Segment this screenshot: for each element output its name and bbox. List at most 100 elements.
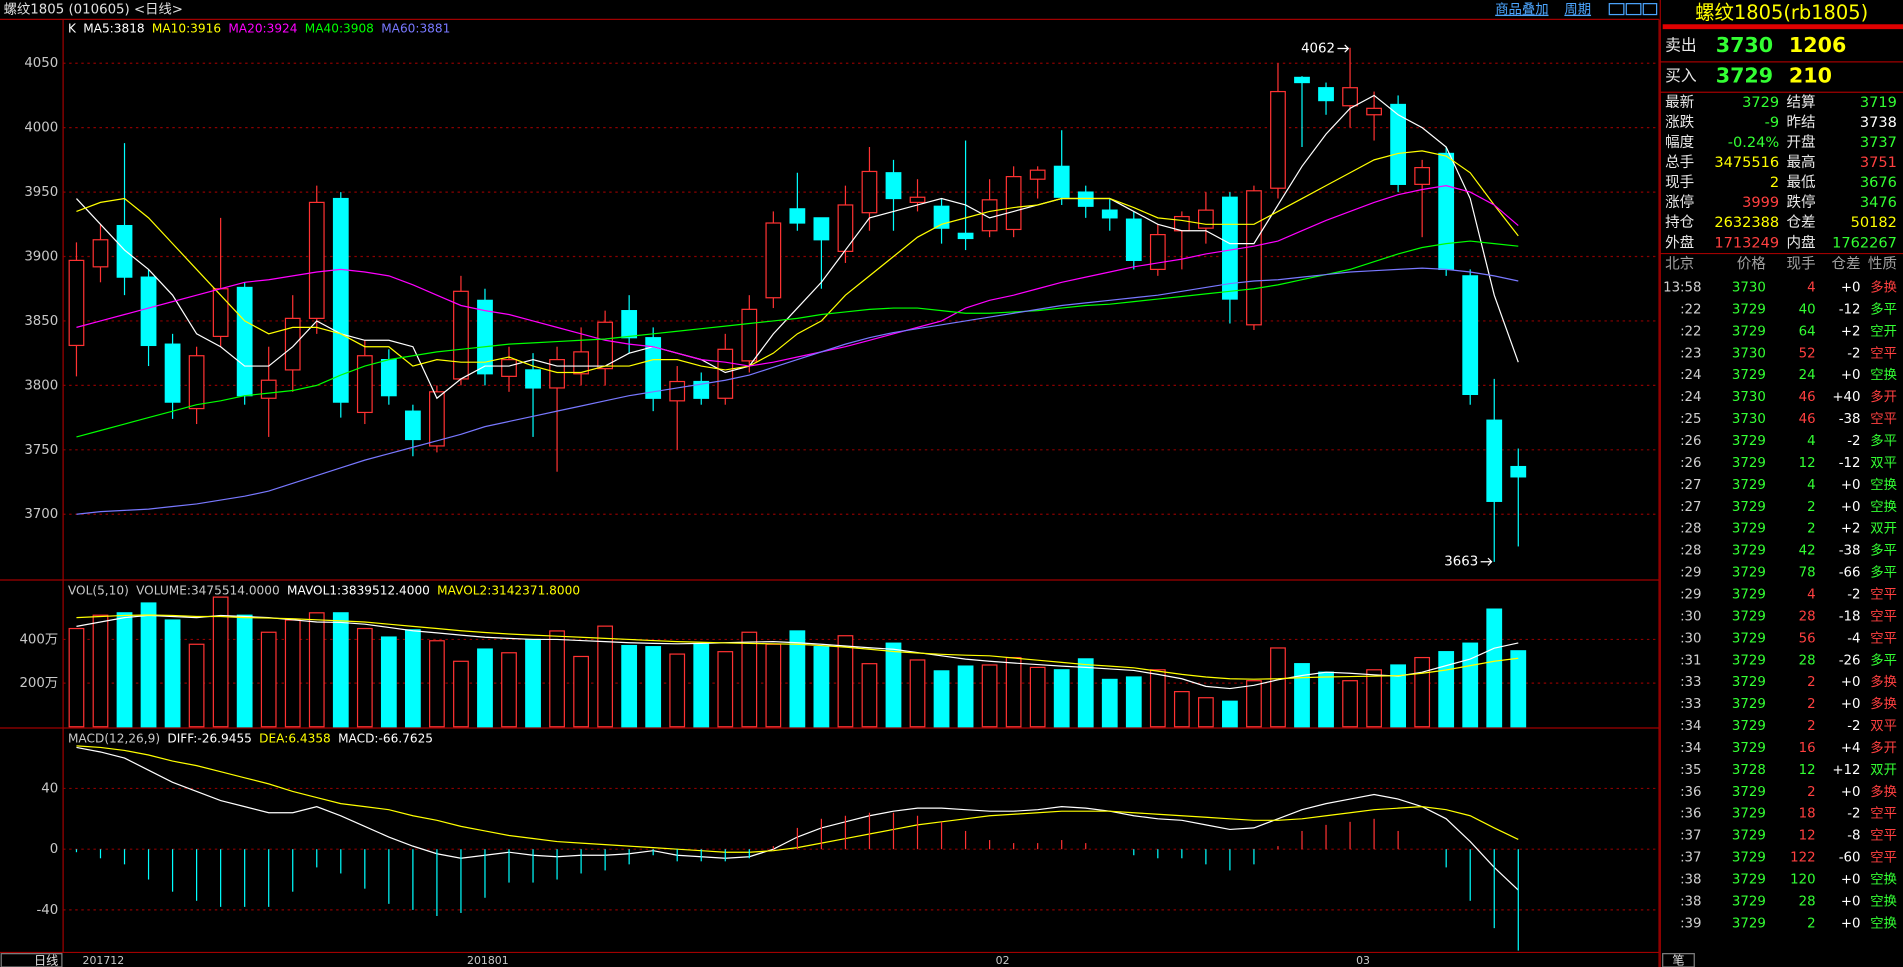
tick-nature: 多平 — [1870, 564, 1897, 581]
tick-volume: 2 — [1807, 719, 1815, 734]
tick-nature: 双开 — [1870, 522, 1897, 537]
volume-bar — [549, 630, 565, 728]
control-icon[interactable] — [1642, 3, 1658, 16]
candle-body — [885, 172, 902, 200]
tick-price: 3728 — [1732, 763, 1766, 778]
tick-volume: 46 — [1799, 412, 1816, 427]
tick-time: :34 — [1680, 719, 1701, 734]
tick-change: +0 — [1841, 916, 1861, 931]
stat-value: 1762267 — [1832, 234, 1897, 251]
legend-entry: MA5:3818 — [83, 22, 144, 36]
control-icon[interactable] — [1608, 3, 1625, 16]
stat-value: 3738 — [1860, 114, 1897, 131]
tick-nature: 空平 — [1870, 850, 1897, 866]
volume-bar — [68, 627, 85, 728]
tab[interactable] — [1662, 953, 1695, 967]
candle-body — [837, 204, 854, 252]
tick-change: -2 — [1847, 807, 1860, 822]
tick-nature: 多开 — [1870, 388, 1897, 405]
tick-volume: 4 — [1807, 587, 1815, 602]
tick-nature: 多换 — [1870, 673, 1897, 690]
y-tick-label: 3900 — [24, 250, 58, 265]
candle-body — [1053, 165, 1070, 198]
tick-price: 3729 — [1732, 675, 1766, 690]
volume-bar — [1077, 658, 1094, 728]
candle-body — [356, 355, 373, 414]
volume-bar — [1173, 691, 1190, 728]
legend-entry: MAVOL2:3142371.8000 — [437, 583, 580, 597]
candle-body — [909, 196, 926, 204]
tick-volume: 4 — [1807, 434, 1815, 449]
tick-volume: 28 — [1799, 609, 1816, 624]
legend-entry: K — [68, 22, 77, 36]
volume-bar — [741, 631, 758, 728]
stat-value: -0.24% — [1728, 134, 1780, 151]
volume-bar — [885, 642, 902, 728]
volume-bar — [429, 640, 445, 728]
y-tick-label: 4000 — [24, 121, 58, 136]
volume-bar — [1101, 678, 1118, 728]
title-bar — [1662, 24, 1903, 30]
candle-body — [717, 348, 734, 399]
candle-body — [861, 170, 878, 214]
stat-value: 3676 — [1860, 174, 1897, 191]
tick-change: -60 — [1839, 851, 1861, 866]
legend-entry: MA10:3916 — [152, 22, 221, 36]
tick-time: :24 — [1680, 368, 1701, 383]
volume-bar — [477, 648, 493, 728]
tick-time: :29 — [1680, 587, 1701, 602]
x-tick-label: 201712 — [83, 954, 125, 967]
candle-body — [645, 337, 662, 399]
tick-nature: 多开 — [1870, 739, 1897, 756]
legend-entry: MA40:3908 — [305, 22, 374, 36]
tick-time: :35 — [1680, 763, 1701, 778]
tick-nature: 空平 — [1870, 608, 1897, 624]
candle-body — [501, 358, 517, 377]
tick-nature: 空平 — [1870, 345, 1897, 361]
book-label: 卖出 — [1665, 36, 1697, 55]
tick-nature: 空平 — [1870, 630, 1897, 646]
legend-entry: MA20:3924 — [228, 22, 297, 36]
volume-bar — [332, 612, 349, 728]
candle-body — [332, 197, 349, 403]
period-tab[interactable] — [0, 953, 63, 967]
tick-time: :25 — [1680, 412, 1701, 427]
volume-bar — [693, 643, 710, 728]
tick-time: 13:58 — [1663, 281, 1701, 296]
volume-bar — [837, 635, 854, 728]
tick-change: -12 — [1839, 456, 1861, 471]
volume-bar — [573, 655, 589, 728]
tick-price: 3729 — [1732, 609, 1766, 624]
tick-time: :23 — [1680, 346, 1701, 361]
period-button[interactable]: 周期 — [1564, 2, 1591, 18]
tick-change: -66 — [1839, 566, 1861, 581]
volume-bar — [1366, 669, 1382, 728]
stat-label: 最低 — [1786, 174, 1816, 191]
stat-value: 3999 — [1742, 194, 1779, 211]
control-icon[interactable] — [1625, 3, 1642, 16]
tick-time: :26 — [1680, 456, 1701, 471]
tick-nature: 空换 — [1870, 367, 1897, 383]
tick-nature: 空换 — [1870, 893, 1897, 909]
stat-label: 涨跌 — [1665, 114, 1695, 131]
tick-nature: 多换 — [1870, 279, 1897, 296]
tick-nature: 多换 — [1870, 695, 1897, 712]
tick-nature: 空平 — [1870, 411, 1897, 427]
volume-bar — [1029, 666, 1046, 728]
tick-volume: 64 — [1799, 324, 1816, 339]
volume-bar — [1125, 676, 1142, 728]
tick-nature: 空换 — [1870, 915, 1897, 931]
stat-label: 结算 — [1786, 94, 1815, 111]
legend-entry: MACD:-66.7625 — [338, 731, 433, 745]
tick-time: :28 — [1680, 544, 1701, 559]
overlay-button[interactable]: 商品叠加 — [1495, 2, 1548, 18]
tick-volume: 12 — [1799, 456, 1816, 471]
tick-time: :24 — [1680, 390, 1701, 405]
indicator-line — [76, 614, 1519, 690]
tick-nature: 空换 — [1870, 499, 1897, 515]
candle-body — [1342, 87, 1358, 107]
candle-body — [597, 321, 614, 370]
candle-body — [1222, 196, 1238, 300]
tick-time: :33 — [1680, 675, 1701, 690]
